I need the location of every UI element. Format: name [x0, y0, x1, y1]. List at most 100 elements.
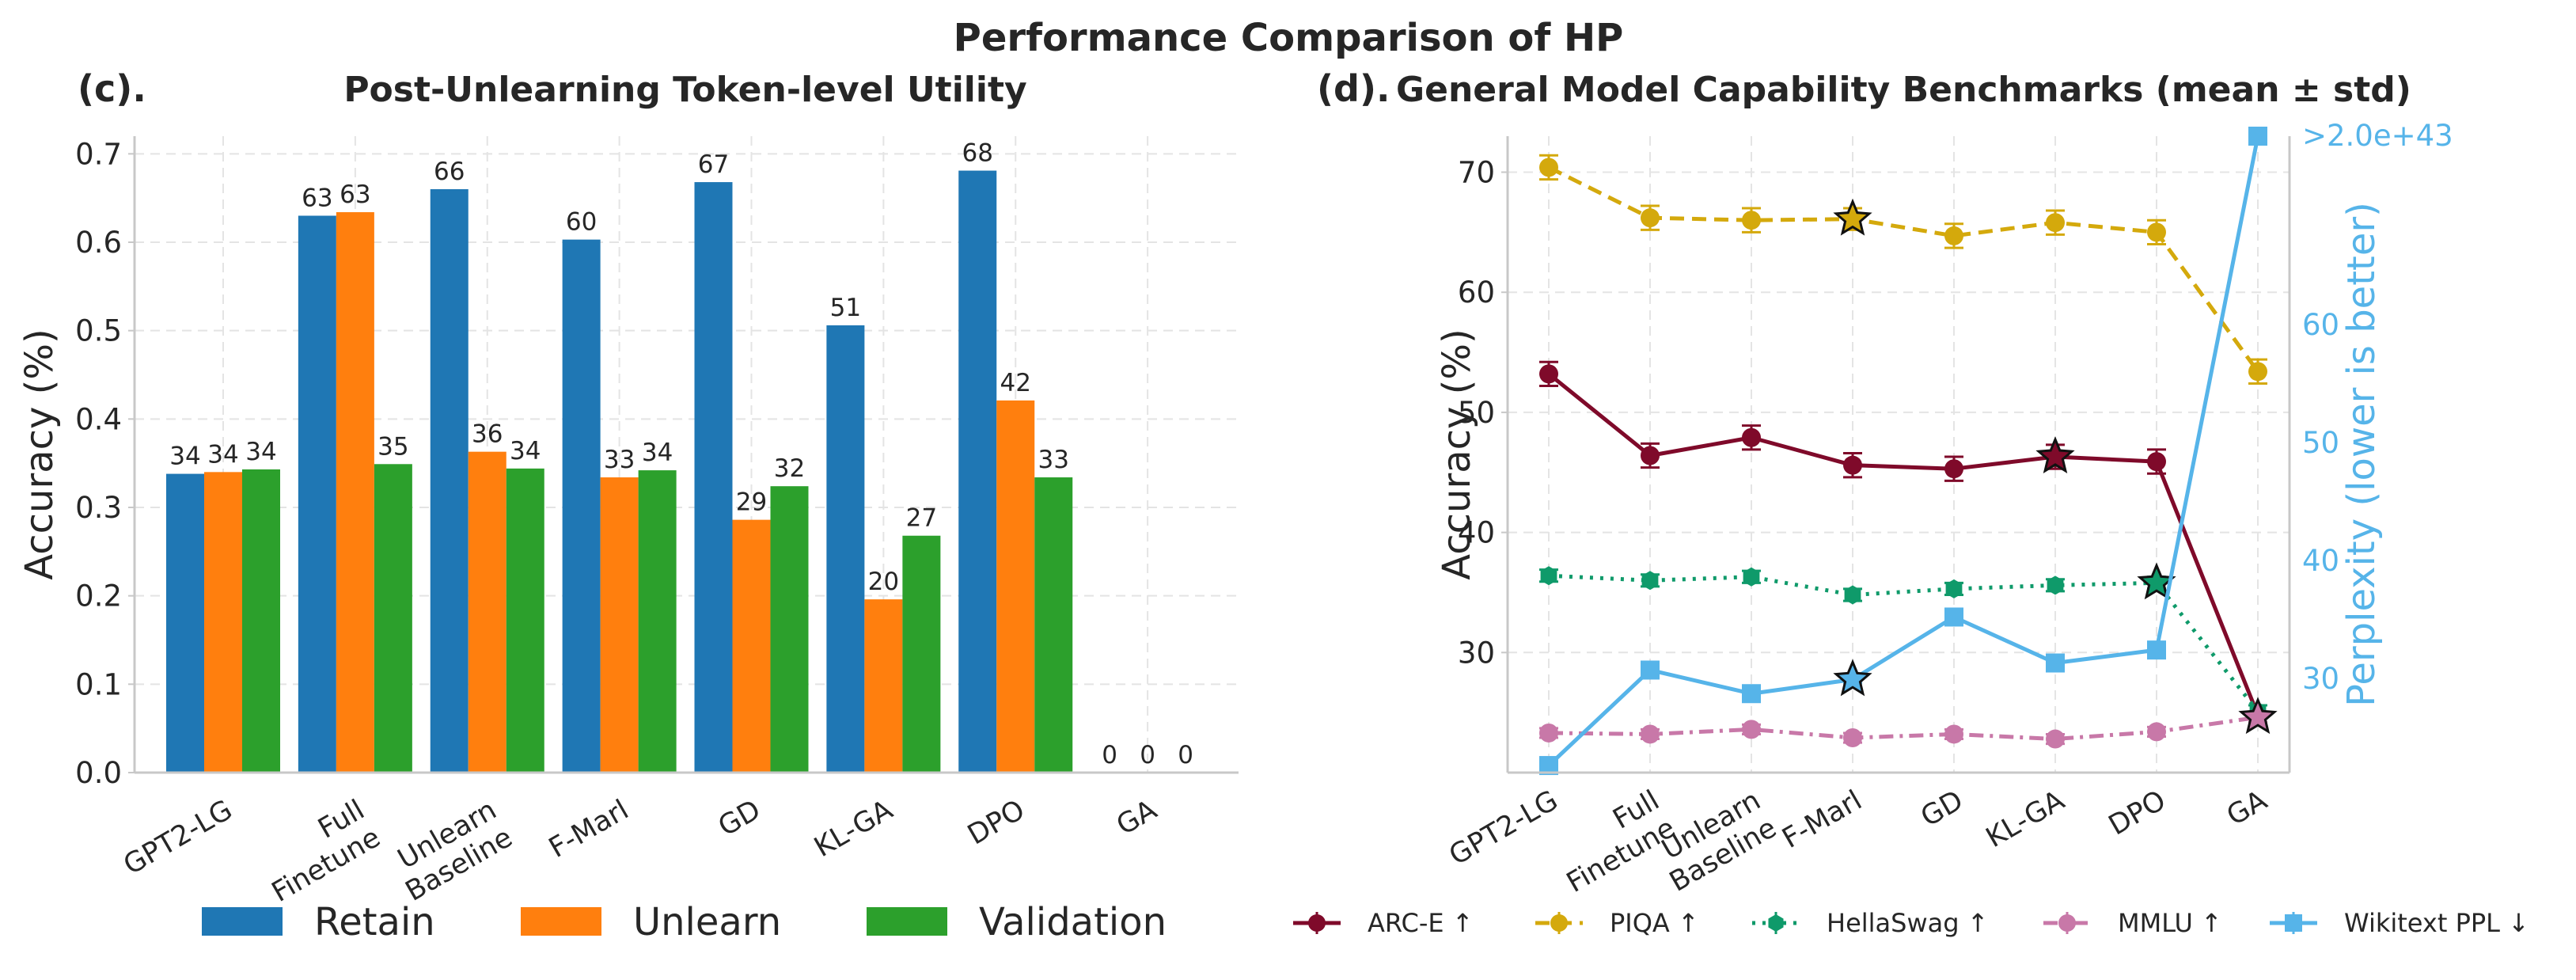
best-point-star: [2238, 697, 2278, 735]
line-chart-x-tick-label: F-Marl: [1777, 784, 1868, 855]
data-point: [2046, 213, 2065, 233]
bar-retain: [430, 189, 469, 773]
bar-validation: [902, 535, 941, 773]
series-line: [1547, 372, 2260, 716]
line-chart-x-tick-label: DPO: [2104, 784, 2171, 841]
data-point: [2046, 729, 2065, 749]
bar-value-label: 27: [906, 504, 937, 533]
legend-marker: [2058, 914, 2076, 932]
line-chart-x-tick-label: GPT2-LG: [1444, 784, 1564, 872]
line-chart-y-tick-label: 40: [1458, 516, 1495, 550]
bar-validation: [242, 469, 280, 773]
legend-swatch-retain: [202, 907, 283, 936]
data-point: [2046, 653, 2065, 673]
bar-chart-x-tick-label: GPT2-LG: [119, 794, 238, 881]
bar-chart-y-axis-label: Accuracy (%): [17, 329, 62, 579]
data-point: [1742, 427, 1761, 447]
legend-marker: [1768, 914, 1784, 932]
data-point: [1945, 579, 1963, 598]
panel-c-label: (c).: [78, 67, 146, 110]
line-chart-panel: (d). General Model Capability Benchmarks…: [1293, 67, 2529, 938]
bar-retain: [298, 215, 336, 773]
line-chart-y2-overflow-label: >2.0e+43: [2302, 119, 2453, 153]
bar-unlearn: [204, 472, 242, 773]
line-chart-y2-tick-label: 60: [2302, 308, 2339, 342]
line-chart-y-tick-label: 60: [1458, 275, 1495, 310]
bar-value-label: 42: [1000, 369, 1031, 397]
bar-unlearn: [336, 212, 374, 773]
data-point: [1742, 684, 1761, 704]
data-point: [1641, 660, 1660, 680]
bar-chart-panel: (c). Post-Unlearning Token-level Utility…: [17, 67, 1239, 944]
bar-value-label: 34: [207, 440, 238, 469]
legend-marker: [1308, 914, 1326, 932]
bar-unlearn: [996, 400, 1035, 773]
data-point: [1539, 158, 1558, 177]
bar-value-label: 60: [566, 208, 597, 237]
legend-label-validation: Validation: [979, 900, 1167, 944]
line-chart-x-tick-label: GD: [1916, 784, 1969, 834]
line-chart-y-tick-label: 70: [1458, 156, 1495, 190]
line-chart-title: General Model Capability Benchmarks (mea…: [1396, 70, 2411, 110]
legend-marker: [2285, 914, 2302, 932]
series-line: [1547, 135, 2260, 767]
bar-retain: [958, 170, 997, 773]
series-wikitext: [1539, 127, 2267, 776]
bar-value-label: 20: [868, 568, 899, 596]
bar-value-label: 66: [434, 158, 465, 186]
data-point: [1540, 566, 1557, 586]
line-chart-x-tick-label: GA: [2221, 784, 2272, 832]
bar-chart-x-tick-label: FullFinetune: [251, 794, 386, 909]
bar-chart-x-tick-label: UnlearnBaseline: [385, 794, 518, 908]
legend-label-retain: Retain: [314, 900, 435, 944]
bar-validation: [1034, 477, 1073, 773]
bar-retain: [694, 182, 733, 773]
data-point: [1742, 211, 1761, 230]
bar-chart-x-tick-label: GD: [713, 794, 766, 843]
bar-chart-y-tick-label: 0.4: [75, 402, 122, 436]
line-chart-x-tick-label: KL-GA: [1981, 784, 2070, 854]
bar-chart-y-tick-label: 0.0: [75, 756, 122, 790]
figure-title: Performance Comparison of HP: [954, 16, 1624, 60]
data-point: [1944, 607, 1963, 627]
bar-chart-x-tick-label: KL-GA: [809, 794, 898, 864]
bar-value-label: 32: [774, 454, 805, 483]
best-point-star: [1833, 659, 1872, 697]
data-point: [1641, 571, 1659, 591]
bar-value-label: 34: [245, 438, 276, 466]
bar-retain: [562, 239, 601, 773]
line-chart-y-tick-label: 50: [1458, 396, 1495, 430]
legend-label: MMLU ↑: [2118, 908, 2222, 938]
data-point: [2248, 362, 2267, 382]
line-chart-x-tick-label: UnlearnBaseline: [1648, 784, 1782, 898]
bar-value-label: 51: [830, 294, 861, 322]
data-point: [2047, 575, 2064, 595]
data-point: [1843, 728, 1862, 748]
bar-validation: [374, 464, 412, 773]
data-point: [2147, 640, 2166, 660]
bar-value-label: 0: [1102, 741, 1117, 769]
bar-value-label: 34: [169, 443, 200, 471]
bar-value-label: 0: [1140, 741, 1155, 769]
bar-chart-y-tick-label: 0.2: [75, 579, 122, 613]
bar-value-label: 33: [1038, 446, 1069, 474]
bar-value-label: 35: [377, 432, 408, 461]
line-chart-y2-tick-label: 30: [2302, 662, 2339, 696]
line-chart-y-axis-label: Accuracy (%): [1435, 329, 1479, 579]
data-point: [2147, 722, 2166, 742]
legend-label: ARC-E ↑: [1368, 908, 1474, 938]
bar-value-label: 67: [698, 150, 729, 179]
series-piqa: [1539, 154, 2267, 385]
data-point: [1539, 364, 1558, 384]
bar-chart-y-tick-label: 0.5: [75, 314, 122, 348]
series-arc-e: [1539, 360, 2267, 726]
bar-value-label: 0: [1178, 741, 1193, 769]
data-point: [1742, 720, 1761, 739]
bar-chart-x-tick-label: F-Marl: [544, 794, 634, 864]
line-chart-y2-tick-label: 40: [2302, 544, 2339, 578]
bar-value-label: 34: [642, 439, 673, 467]
line-chart-y-tick-label: 30: [1458, 636, 1495, 670]
bar-value-label: 33: [604, 446, 635, 474]
legend-label-unlearn: Unlearn: [633, 900, 781, 944]
